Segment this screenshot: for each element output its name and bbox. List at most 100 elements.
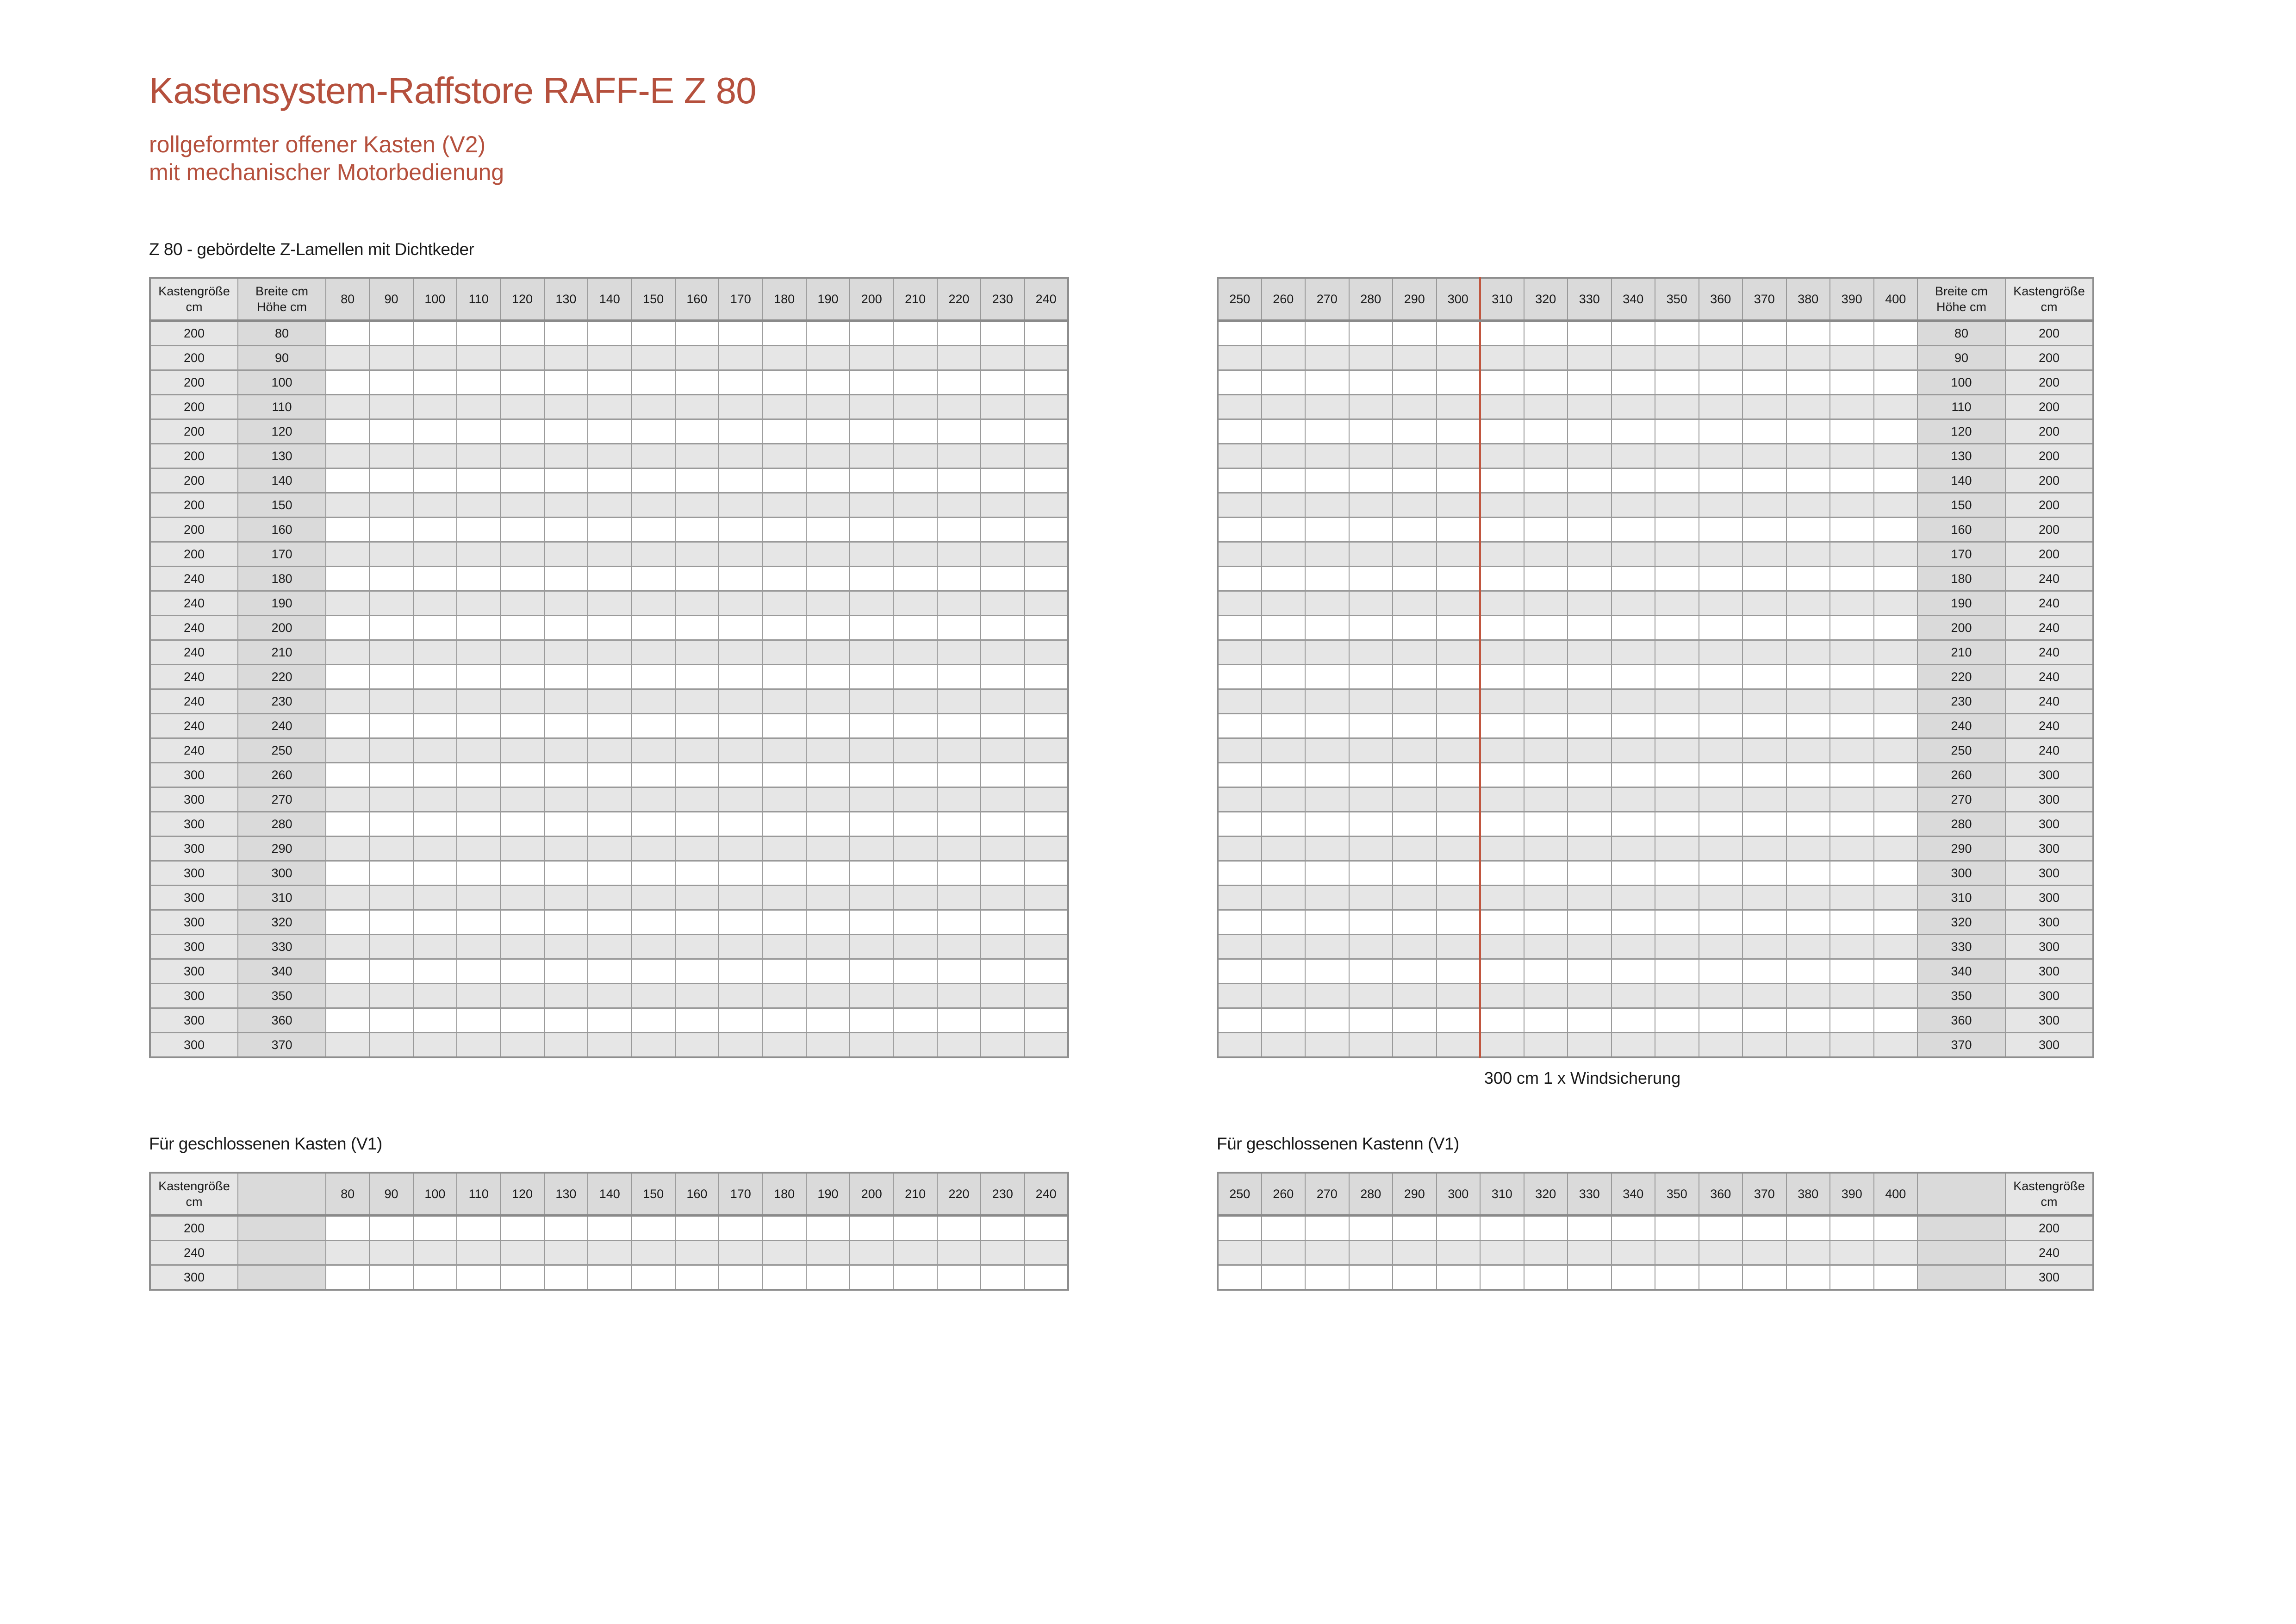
price-cell-390[interactable] — [1829, 762, 1874, 788]
price-cell-320[interactable] — [1523, 1032, 1568, 1058]
price-cell-150[interactable] — [631, 983, 676, 1009]
price-cell-300[interactable] — [1436, 860, 1481, 886]
price-cell-360[interactable] — [1698, 1007, 1743, 1033]
price-cell-110[interactable] — [456, 934, 501, 960]
price-cell-230[interactable] — [980, 639, 1025, 665]
price-cell-380[interactable] — [1786, 787, 1830, 812]
price-cell-400[interactable] — [1873, 639, 1918, 665]
price-cell-320[interactable] — [1523, 787, 1568, 812]
price-cell-90[interactable] — [369, 836, 414, 862]
price-cell-280[interactable] — [1348, 664, 1393, 690]
price-cell-360[interactable] — [1698, 983, 1743, 1009]
price-cell-180[interactable] — [762, 934, 807, 960]
price-cell-310[interactable] — [1479, 541, 1524, 567]
price-cell-230[interactable] — [980, 811, 1025, 837]
price-cell-80[interactable] — [325, 1264, 370, 1291]
price-cell-270[interactable] — [1305, 811, 1350, 837]
price-cell-160[interactable] — [674, 418, 720, 444]
price-cell-230[interactable] — [980, 394, 1025, 420]
price-cell-270[interactable] — [1305, 762, 1350, 788]
price-cell-200[interactable] — [849, 909, 894, 935]
price-cell-260[interactable] — [1261, 320, 1306, 346]
price-cell-330[interactable] — [1567, 639, 1612, 665]
price-cell-170[interactable] — [718, 443, 763, 469]
price-cell-320[interactable] — [1523, 836, 1568, 862]
price-cell-310[interactable] — [1480, 1215, 1524, 1241]
price-cell-300[interactable] — [1436, 713, 1481, 739]
price-cell-290[interactable] — [1392, 468, 1437, 493]
price-cell-280[interactable] — [1348, 1007, 1393, 1033]
price-cell-320[interactable] — [1523, 958, 1568, 984]
price-cell-390[interactable] — [1829, 639, 1874, 665]
price-cell-290[interactable] — [1392, 787, 1437, 812]
price-cell-180[interactable] — [762, 1215, 807, 1241]
price-cell-260[interactable] — [1261, 345, 1306, 371]
price-cell-290[interactable] — [1392, 443, 1437, 469]
price-cell-400[interactable] — [1873, 664, 1918, 690]
price-cell-270[interactable] — [1305, 909, 1350, 935]
price-cell-240[interactable] — [1024, 468, 1069, 493]
price-cell-340[interactable] — [1611, 737, 1655, 763]
price-cell-340[interactable] — [1611, 1264, 1655, 1291]
price-cell-210[interactable] — [893, 590, 938, 616]
price-cell-80[interactable] — [325, 1032, 370, 1058]
price-cell-200[interactable] — [849, 345, 894, 371]
price-cell-390[interactable] — [1829, 811, 1874, 837]
price-cell-110[interactable] — [456, 541, 501, 567]
price-cell-380[interactable] — [1786, 418, 1830, 444]
price-cell-380[interactable] — [1786, 885, 1830, 911]
price-cell-170[interactable] — [718, 836, 763, 862]
price-cell-260[interactable] — [1261, 958, 1306, 984]
price-cell-340[interactable] — [1611, 639, 1655, 665]
price-cell-330[interactable] — [1567, 909, 1612, 935]
price-cell-130[interactable] — [543, 664, 589, 690]
price-cell-90[interactable] — [369, 860, 414, 886]
price-cell-400[interactable] — [1873, 541, 1918, 567]
price-cell-310[interactable] — [1479, 492, 1524, 518]
price-cell-180[interactable] — [762, 418, 807, 444]
price-cell-300[interactable] — [1436, 566, 1481, 592]
price-cell-310[interactable] — [1479, 639, 1524, 665]
price-cell-80[interactable] — [325, 517, 370, 543]
price-cell-180[interactable] — [762, 1007, 807, 1033]
price-cell-170[interactable] — [718, 762, 763, 788]
price-cell-360[interactable] — [1698, 418, 1743, 444]
price-cell-270[interactable] — [1305, 836, 1350, 862]
price-cell-290[interactable] — [1392, 492, 1437, 518]
price-cell-320[interactable] — [1523, 492, 1568, 518]
price-cell-390[interactable] — [1829, 688, 1874, 714]
price-cell-300[interactable] — [1436, 934, 1481, 960]
price-cell-130[interactable] — [543, 1032, 589, 1058]
price-cell-100[interactable] — [412, 1032, 458, 1058]
price-cell-310[interactable] — [1479, 983, 1524, 1009]
price-cell-250[interactable] — [1217, 443, 1262, 469]
price-cell-230[interactable] — [980, 345, 1025, 371]
price-cell-100[interactable] — [412, 590, 458, 616]
price-cell-250[interactable] — [1217, 713, 1262, 739]
price-cell-400[interactable] — [1873, 394, 1918, 420]
price-cell-110[interactable] — [456, 885, 501, 911]
price-cell-210[interactable] — [893, 737, 938, 763]
price-cell-150[interactable] — [631, 811, 676, 837]
price-cell-120[interactable] — [500, 468, 545, 493]
price-cell-340[interactable] — [1611, 713, 1655, 739]
price-cell-260[interactable] — [1261, 1240, 1306, 1266]
price-cell-190[interactable] — [805, 885, 851, 911]
price-cell-370[interactable] — [1742, 1264, 1787, 1291]
price-cell-360[interactable] — [1698, 517, 1743, 543]
price-cell-190[interactable] — [805, 860, 851, 886]
price-cell-390[interactable] — [1829, 541, 1874, 567]
price-cell-180[interactable] — [762, 1240, 807, 1266]
price-cell-380[interactable] — [1786, 811, 1830, 837]
price-cell-260[interactable] — [1261, 860, 1306, 886]
price-cell-180[interactable] — [762, 1032, 807, 1058]
price-cell-200[interactable] — [849, 418, 894, 444]
price-cell-150[interactable] — [631, 737, 676, 763]
price-cell-310[interactable] — [1479, 688, 1524, 714]
price-cell-190[interactable] — [805, 1032, 851, 1058]
price-cell-80[interactable] — [325, 541, 370, 567]
price-cell-230[interactable] — [980, 983, 1025, 1009]
price-cell-270[interactable] — [1305, 468, 1350, 493]
price-cell-150[interactable] — [631, 492, 676, 518]
price-cell-400[interactable] — [1873, 934, 1918, 960]
